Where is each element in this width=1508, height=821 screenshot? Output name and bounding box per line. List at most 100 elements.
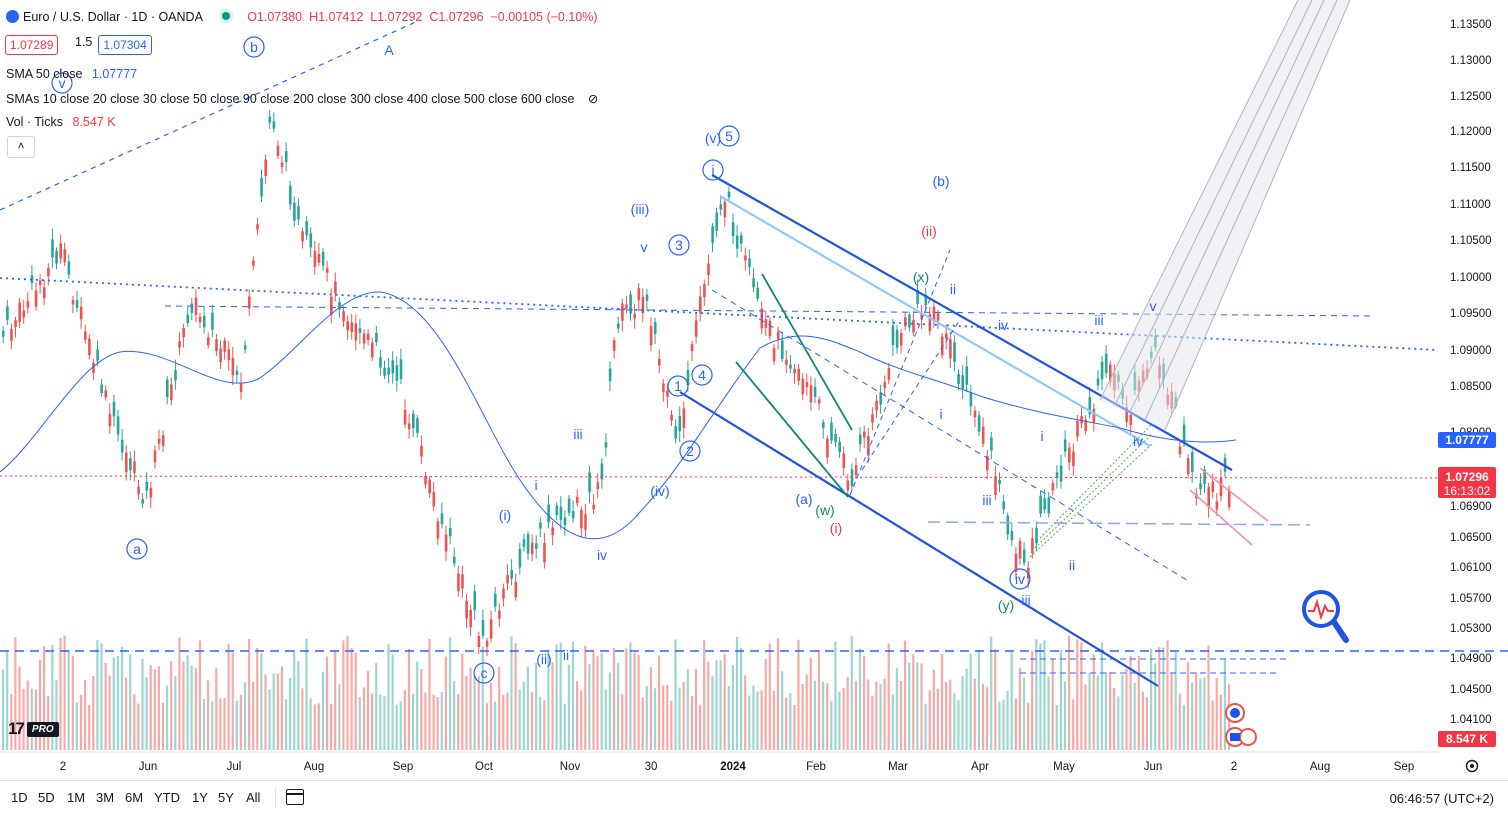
volume-bar xyxy=(355,653,357,750)
volume-bar xyxy=(715,660,717,750)
candle-body xyxy=(252,260,255,265)
volume-bar xyxy=(100,643,102,750)
volume-bar xyxy=(900,681,902,750)
candle-body xyxy=(383,368,386,376)
timeframe-1m-button[interactable]: 1M xyxy=(67,790,85,805)
candle-body xyxy=(658,359,661,366)
volume-legend[interactable]: Vol · Ticks 8.547 K xyxy=(6,115,116,129)
volume-bar xyxy=(392,655,394,750)
candle-body xyxy=(797,369,800,381)
candle-body xyxy=(478,636,481,647)
time-axis[interactable]: 2 Jun Jul Aug Sep Oct Nov 30 2024 Feb Mar Apr May Jun… xyxy=(60,761,1414,773)
candle-body xyxy=(228,349,231,360)
volume-bar xyxy=(310,698,312,750)
candle-body xyxy=(1179,446,1182,454)
price-axis[interactable]: 1.13500 1.13000 1.12500 1.12000 1.11500 1.110… xyxy=(1438,19,1496,747)
calendar-range-icon[interactable] xyxy=(286,789,304,805)
volume-bar xyxy=(1191,683,1193,750)
timeframe-5d-button[interactable]: 5D xyxy=(38,790,55,805)
range-separator xyxy=(275,788,276,808)
volume-bar xyxy=(383,696,385,750)
clock-readout[interactable]: 06:46:57 (UTC+2) xyxy=(1390,791,1494,806)
candle-body xyxy=(937,313,940,321)
smas-legend[interactable]: SMAs 10 close 20 close 30 close 50 close… xyxy=(6,91,598,106)
ohlc-low: L1.07292 xyxy=(370,10,422,24)
timeframe-3m-button[interactable]: 3M xyxy=(96,790,114,805)
volume-bar xyxy=(752,685,754,750)
wave-label-red: (i) xyxy=(830,520,842,536)
volume-bar xyxy=(1002,700,1004,750)
volume-bar xyxy=(445,657,447,750)
volume-bar xyxy=(994,649,996,750)
price-tick-label: 1.06100 xyxy=(1450,562,1492,574)
volume-bar xyxy=(219,698,221,750)
volume-bar xyxy=(551,662,553,750)
wave-label-blue: iv xyxy=(1015,571,1025,587)
ohlc-open: O1.07380 xyxy=(247,10,302,24)
volume-bar xyxy=(84,680,86,750)
price-tick-label: 1.12500 xyxy=(1450,91,1492,103)
volume-bar xyxy=(281,667,283,750)
volume-bar xyxy=(1113,688,1115,750)
volume-bar xyxy=(609,672,611,750)
gear-icon[interactable] xyxy=(1467,761,1478,772)
candle-body xyxy=(609,368,612,381)
candle-body xyxy=(264,159,267,176)
candle-body xyxy=(113,402,116,417)
volume-bar xyxy=(264,675,266,750)
volume-bar xyxy=(1134,683,1136,750)
volume-bar xyxy=(400,701,402,750)
volume-bar xyxy=(781,671,783,750)
volume-bar xyxy=(728,686,730,750)
candle-body xyxy=(326,268,329,272)
candle-body xyxy=(1019,541,1022,558)
hidden-eye-icon[interactable]: ⊘ xyxy=(588,91,598,106)
candle-body xyxy=(412,413,415,428)
symbol-title[interactable]: Euro / U.S. Dollar · 1D · OANDA xyxy=(23,10,202,24)
volume-bar xyxy=(318,703,320,750)
volume-bar xyxy=(707,662,709,750)
volume-bar xyxy=(679,688,681,750)
candle-body xyxy=(617,323,620,328)
candle-body xyxy=(363,333,366,343)
candle-body xyxy=(572,511,575,518)
symbol-legend[interactable]: Euro / U.S. Dollar · 1D · OANDA O1.07380… xyxy=(6,10,598,24)
ask-button[interactable]: 1.07304 xyxy=(98,35,151,55)
volume-bar xyxy=(506,693,508,750)
candle-body xyxy=(560,507,563,520)
timeframe-5y-button[interactable]: 5Y xyxy=(218,790,234,805)
timeframe-1y-button[interactable]: 1Y xyxy=(192,790,208,805)
volume-bar xyxy=(838,692,840,750)
volume-bar xyxy=(843,688,845,750)
volume-bar xyxy=(826,683,828,750)
volume-bar xyxy=(1105,672,1107,750)
candle-body xyxy=(1043,498,1046,509)
volume-bar xyxy=(1183,705,1185,750)
candle-body xyxy=(953,342,956,361)
timeframe-6m-button[interactable]: 6M xyxy=(125,790,143,805)
volume-bar xyxy=(1072,699,1074,750)
candle-body xyxy=(203,316,206,327)
tradingview-logo[interactable]: 17 PRO xyxy=(8,720,59,738)
event-icons[interactable] xyxy=(1226,704,1256,746)
candle-body xyxy=(129,458,132,470)
timeframe-ytd-button[interactable]: YTD xyxy=(154,790,180,805)
candle-body xyxy=(281,163,284,167)
candle-body xyxy=(457,573,460,591)
candle-body xyxy=(613,340,616,351)
volume-bar xyxy=(367,671,369,750)
volume-bar xyxy=(879,684,881,750)
candle-body xyxy=(64,249,67,262)
volume-bar xyxy=(687,669,689,750)
volume-bar xyxy=(174,676,176,750)
timeframe-1d-button[interactable]: 1D xyxy=(11,790,28,805)
bid-button[interactable]: 1.07289 xyxy=(5,35,58,55)
price-chart[interactable]: 1.135001.130001.125001.120001.115001.110… xyxy=(0,0,1508,820)
candle-body xyxy=(843,453,846,468)
collapse-legend-button[interactable]: ˄ xyxy=(7,136,35,158)
volume-bar xyxy=(1011,652,1013,750)
magnifier-icon[interactable] xyxy=(1304,592,1346,640)
sma50-legend[interactable]: SMA 50 close 1.07777 xyxy=(6,67,137,81)
timeframe-all-button[interactable]: All xyxy=(246,790,260,805)
volume-bar xyxy=(720,660,722,750)
